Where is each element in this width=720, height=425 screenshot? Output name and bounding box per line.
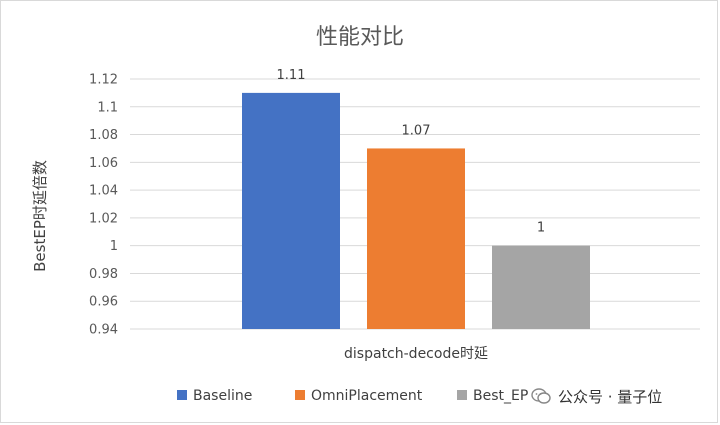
- wechat-icon: [530, 385, 552, 407]
- chart-title: 性能对比: [316, 25, 404, 50]
- y-tick-label: 0.94: [89, 323, 118, 338]
- legend-label: OmniPlacement: [311, 388, 423, 404]
- gridlines: [130, 78, 700, 330]
- y-axis-title: BestEP时延倍数: [31, 160, 49, 272]
- data-label: 1.07: [402, 123, 431, 138]
- watermark-text: 公众号 · 量子位: [558, 387, 663, 406]
- y-tick-label: 1.08: [89, 128, 118, 143]
- y-tick-label: 1.04: [89, 184, 118, 199]
- legend-swatch: [457, 390, 467, 400]
- legend-label: Baseline: [193, 388, 252, 404]
- y-tick-label: 1.02: [89, 211, 118, 226]
- bar-best-ep: [492, 245, 590, 329]
- y-tick-label: 0.98: [89, 267, 118, 282]
- legend-label: Best_EP: [473, 388, 528, 404]
- data-label: 1.11: [277, 68, 306, 83]
- data-label: 1: [537, 221, 545, 236]
- data-labels: 1.11 1.07 1: [277, 68, 546, 236]
- bar-baseline: [242, 92, 340, 329]
- y-tick-label: 1.1: [97, 100, 118, 115]
- legend-swatch: [177, 390, 187, 400]
- y-axis-ticks: 0.94 0.96 0.98 1 1.02 1.04 1.06 1.08 1.1 1.12: [89, 73, 118, 338]
- y-tick-label: 1.12: [89, 73, 118, 88]
- y-tick-label: 1.06: [89, 156, 118, 171]
- y-tick-label: 1: [110, 239, 118, 254]
- y-tick-label: 0.96: [89, 295, 118, 310]
- watermark: 公众号 · 量子位: [530, 383, 669, 409]
- x-category-label: dispatch-decode时延: [344, 346, 488, 362]
- legend: Baseline OmniPlacement Best_EP: [177, 388, 528, 404]
- legend-swatch: [295, 390, 305, 400]
- bars: [242, 92, 590, 329]
- bar-omniplacement: [367, 148, 465, 329]
